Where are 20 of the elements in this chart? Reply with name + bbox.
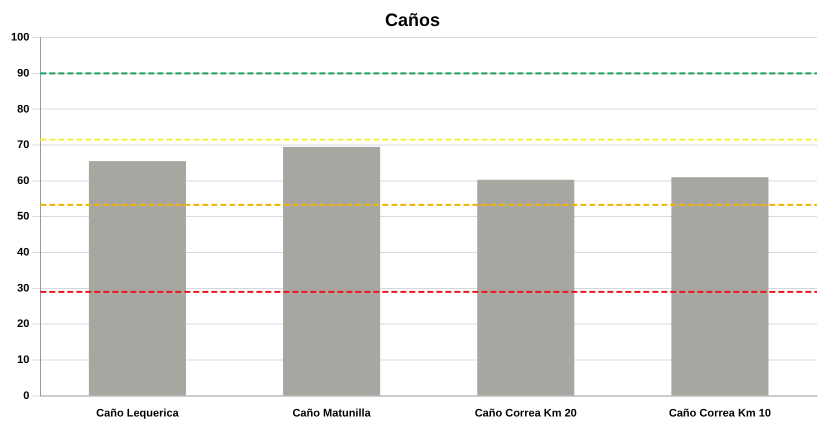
y-tick-label: 100 [10, 32, 30, 44]
y-tick-label: 20 [17, 318, 30, 330]
x-tick-label: Caño Correa Km 10 [668, 407, 771, 420]
y-tick-label: 70 [17, 139, 30, 152]
y-tick-label: 30 [17, 282, 30, 294]
x-tick-label: Caño Lequerica [96, 407, 180, 420]
y-tick-label: 50 [17, 210, 30, 223]
chart-title: Caños [384, 10, 440, 30]
bar [283, 146, 380, 396]
y-tick-label: 90 [17, 67, 30, 80]
y-tick-label: 60 [17, 174, 30, 187]
bar [671, 177, 768, 396]
y-tick-label: 10 [17, 354, 30, 366]
y-tick-label: 80 [17, 103, 30, 116]
y-tick-label: 0 [23, 390, 30, 402]
bar [88, 161, 186, 396]
bar [477, 180, 574, 396]
y-tick-label: 40 [17, 246, 30, 259]
x-tick-label: Caño Matunilla [292, 407, 372, 420]
x-tick-label: Caño Correa Km 20 [474, 407, 577, 420]
